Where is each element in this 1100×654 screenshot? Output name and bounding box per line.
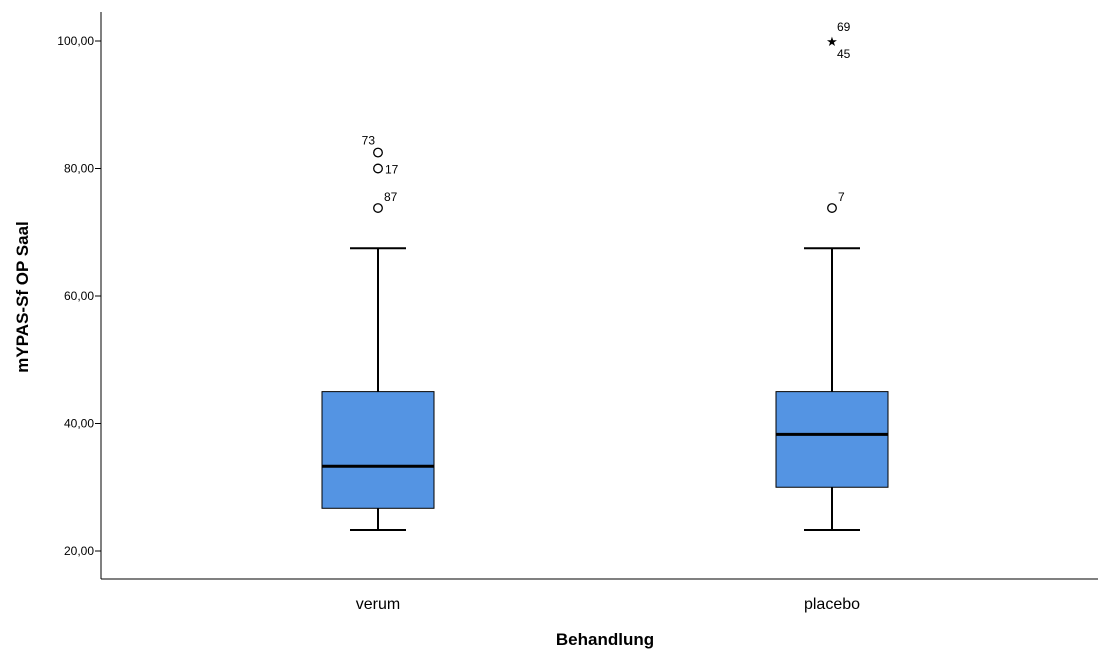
y-tick-label: 100,00 [57,34,94,48]
x-tick-label-verum: verum [356,596,400,613]
y-tick-label: 60,00 [64,289,94,303]
box-group-placebo: 7 ★69 45 [775,20,889,531]
boxes: 73 17 87 7 ★69 45 [321,20,889,531]
outlier-point [373,163,383,174]
y-ticks: 20,00 40,00 60,00 80,00 100,00 [57,34,101,558]
x-axis-title: Behandlung [556,630,654,649]
outlier-case-label: 7 [838,190,845,204]
outlier-case-label: 87 [384,190,398,204]
y-tick-label: 40,00 [64,417,94,431]
iqr-box [321,391,435,509]
outlier-case-label: 73 [362,134,376,148]
y-axis-title: mYPAS-Sf OP Saal [13,221,32,372]
x-tick-label-placebo: placebo [804,596,860,613]
extreme-case-label: 69 [837,20,851,34]
extreme-point-star: ★ [826,35,838,50]
x-tick-labels: verum placebo [356,596,860,613]
outlier-point [373,147,383,158]
box-group-verum: 73 17 87 [321,134,435,531]
outlier-point [827,203,837,213]
extreme-case-label: 45 [837,47,851,61]
outlier-point [373,203,383,213]
outlier-case-label: 17 [385,163,399,177]
axes [100,12,1098,580]
y-tick-label: 20,00 [64,544,94,558]
iqr-box [775,391,889,488]
y-tick-label: 80,00 [64,162,94,176]
